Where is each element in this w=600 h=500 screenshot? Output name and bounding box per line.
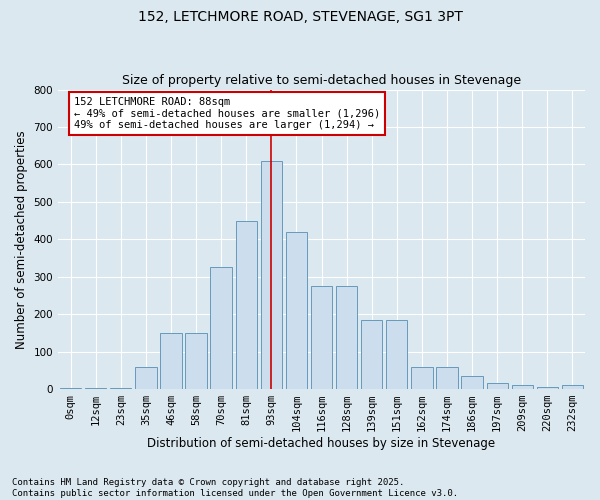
- Bar: [411, 366, 433, 389]
- Bar: [185, 333, 207, 389]
- Bar: [160, 333, 182, 389]
- Y-axis label: Number of semi-detached properties: Number of semi-detached properties: [15, 130, 28, 348]
- X-axis label: Distribution of semi-detached houses by size in Stevenage: Distribution of semi-detached houses by …: [148, 437, 496, 450]
- Bar: [286, 232, 307, 389]
- Bar: [60, 388, 81, 389]
- Bar: [461, 376, 483, 389]
- Bar: [487, 384, 508, 389]
- Bar: [562, 386, 583, 389]
- Bar: [85, 388, 106, 389]
- Bar: [110, 388, 131, 389]
- Bar: [211, 268, 232, 389]
- Bar: [512, 386, 533, 389]
- Bar: [336, 286, 357, 389]
- Text: 152 LETCHMORE ROAD: 88sqm
← 49% of semi-detached houses are smaller (1,296)
49% : 152 LETCHMORE ROAD: 88sqm ← 49% of semi-…: [74, 97, 380, 130]
- Bar: [236, 220, 257, 389]
- Text: Contains HM Land Registry data © Crown copyright and database right 2025.
Contai: Contains HM Land Registry data © Crown c…: [12, 478, 458, 498]
- Bar: [260, 160, 282, 389]
- Bar: [361, 320, 382, 389]
- Bar: [311, 286, 332, 389]
- Bar: [436, 366, 458, 389]
- Text: 152, LETCHMORE ROAD, STEVENAGE, SG1 3PT: 152, LETCHMORE ROAD, STEVENAGE, SG1 3PT: [137, 10, 463, 24]
- Bar: [536, 387, 558, 389]
- Bar: [386, 320, 407, 389]
- Bar: [135, 366, 157, 389]
- Title: Size of property relative to semi-detached houses in Stevenage: Size of property relative to semi-detach…: [122, 74, 521, 87]
